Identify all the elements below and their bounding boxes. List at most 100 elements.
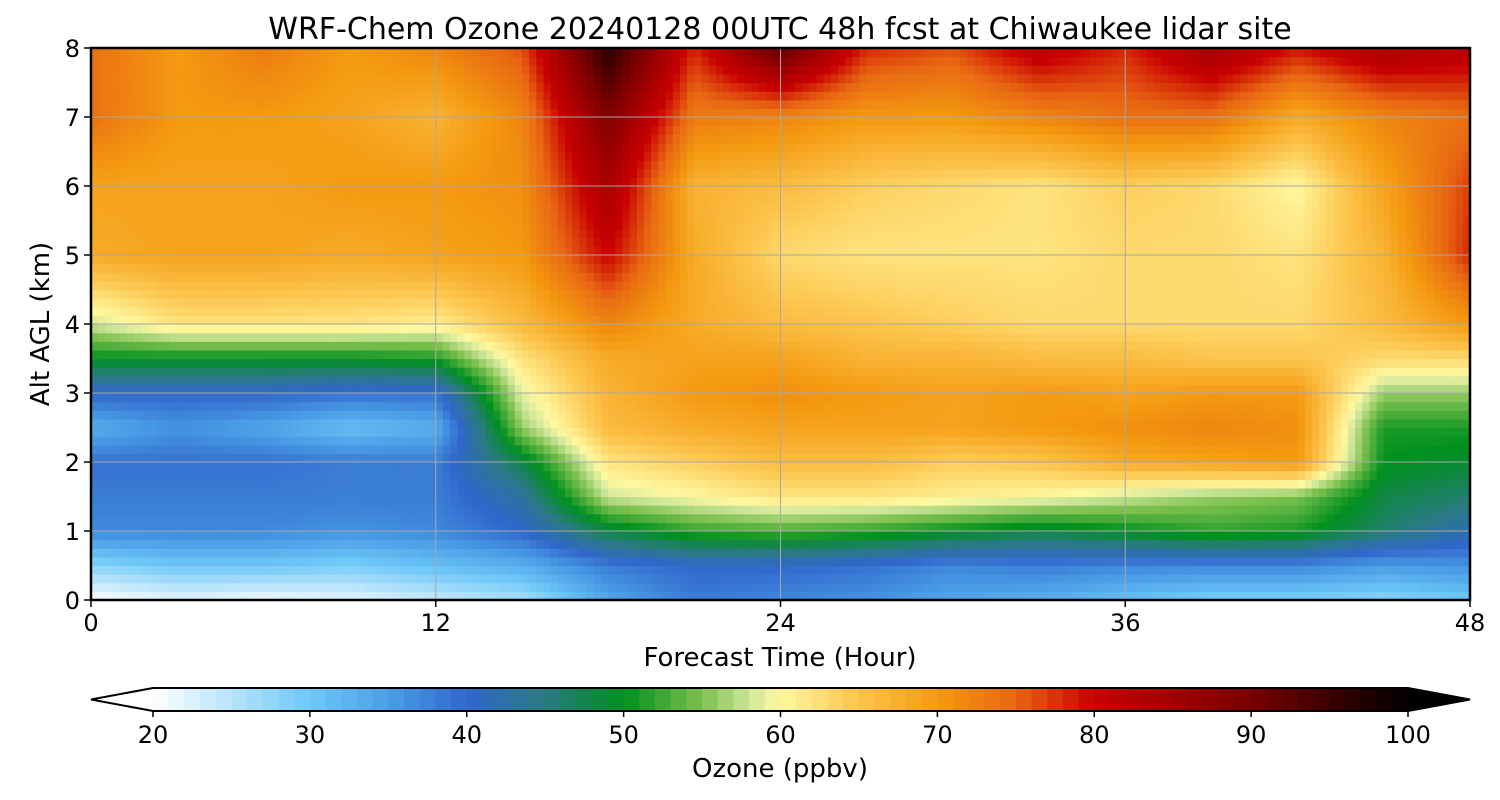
heatmap-cell bbox=[1455, 487, 1464, 498]
heatmap-cell bbox=[543, 539, 552, 549]
heatmap-cell bbox=[543, 418, 552, 429]
heatmap-cell bbox=[1398, 496, 1406, 506]
heatmap-cell bbox=[787, 582, 796, 592]
heatmap-cell bbox=[687, 436, 695, 446]
heatmap-cell bbox=[507, 401, 516, 411]
heatmap-cell bbox=[988, 539, 997, 549]
heatmap-cell bbox=[1276, 556, 1284, 567]
heatmap-cell bbox=[141, 436, 150, 446]
heatmap-cell bbox=[392, 513, 401, 523]
heatmap-cell bbox=[1247, 436, 1256, 446]
heatmap-cell bbox=[91, 418, 99, 429]
heatmap-cell bbox=[924, 505, 932, 515]
heatmap-cell bbox=[342, 436, 351, 446]
heatmap-cell bbox=[292, 375, 300, 385]
heatmap-cell bbox=[292, 436, 300, 446]
heatmap-cell bbox=[730, 565, 738, 575]
heatmap-cell bbox=[1161, 393, 1169, 403]
heatmap-cell bbox=[1153, 384, 1162, 394]
heatmap-cell bbox=[435, 539, 444, 549]
heatmap-cell bbox=[1304, 462, 1313, 472]
heatmap-cell bbox=[385, 513, 394, 523]
heatmap-cell bbox=[909, 462, 918, 472]
heatmap-cell bbox=[1089, 505, 1098, 515]
heatmap-cell bbox=[435, 565, 444, 575]
heatmap-cell bbox=[1383, 479, 1392, 489]
heatmap-cell bbox=[299, 453, 308, 463]
heatmap-cell bbox=[1290, 522, 1299, 532]
heatmap-cell bbox=[665, 522, 674, 532]
heatmap-cell bbox=[292, 462, 300, 472]
heatmap-cell bbox=[665, 496, 674, 506]
heatmap-cell bbox=[486, 418, 494, 429]
heatmap-cell bbox=[292, 539, 300, 549]
heatmap-cell bbox=[1153, 556, 1162, 567]
heatmap-cell bbox=[780, 513, 789, 523]
heatmap-cell bbox=[651, 444, 659, 454]
heatmap-cell bbox=[888, 522, 897, 532]
heatmap-cell bbox=[464, 444, 473, 454]
heatmap-cell bbox=[737, 375, 746, 385]
heatmap-cell bbox=[1240, 574, 1248, 584]
heatmap-cell bbox=[371, 574, 379, 584]
heatmap-cell bbox=[1240, 565, 1248, 575]
heatmap-cell bbox=[852, 522, 861, 532]
heatmap-cell bbox=[960, 574, 968, 584]
heatmap-cell bbox=[866, 505, 875, 515]
heatmap-cell bbox=[565, 496, 573, 506]
heatmap-cell bbox=[952, 444, 961, 454]
heatmap-cell bbox=[256, 393, 264, 403]
heatmap-cell bbox=[1211, 513, 1220, 523]
heatmap-cell bbox=[1118, 496, 1126, 506]
heatmap-cell bbox=[766, 548, 774, 558]
heatmap-cell bbox=[1448, 496, 1457, 506]
heatmap-cell bbox=[292, 513, 300, 523]
heatmap-cell bbox=[1383, 462, 1392, 472]
heatmap-cell bbox=[1276, 418, 1284, 429]
heatmap-cell bbox=[162, 513, 171, 523]
heatmap-cell bbox=[981, 444, 990, 454]
heatmap-cell bbox=[1046, 582, 1055, 592]
heatmap-cell bbox=[916, 427, 925, 437]
heatmap-cell bbox=[773, 418, 782, 429]
heatmap-cell bbox=[378, 582, 387, 592]
heatmap-cell bbox=[1268, 496, 1277, 506]
heatmap-cell bbox=[758, 453, 767, 463]
heatmap-cell bbox=[1225, 522, 1234, 532]
heatmap-cell bbox=[859, 393, 868, 403]
heatmap-cell bbox=[220, 401, 229, 411]
heatmap-cell bbox=[1031, 470, 1040, 480]
heatmap-cell bbox=[952, 401, 961, 411]
heatmap-cell bbox=[916, 556, 925, 567]
heatmap-cell bbox=[730, 522, 738, 532]
heatmap-cell bbox=[881, 462, 889, 472]
heatmap-cell bbox=[694, 375, 703, 385]
heatmap-cell bbox=[557, 556, 566, 567]
heatmap-cell bbox=[98, 556, 106, 567]
heatmap-cell bbox=[694, 496, 703, 506]
heatmap-cell bbox=[1089, 522, 1098, 532]
heatmap-cell bbox=[256, 470, 264, 480]
heatmap-cell bbox=[1204, 513, 1213, 523]
heatmap-cell bbox=[407, 539, 415, 549]
heatmap-cell bbox=[98, 444, 106, 454]
heatmap-cell bbox=[141, 574, 150, 584]
heatmap-cell bbox=[730, 453, 738, 463]
heatmap-cell bbox=[536, 427, 545, 437]
heatmap-cell bbox=[141, 393, 150, 403]
heatmap-cell bbox=[349, 487, 358, 498]
heatmap-cell bbox=[1311, 418, 1320, 429]
heatmap-cell bbox=[1189, 548, 1198, 558]
heatmap-cell bbox=[744, 487, 753, 498]
heatmap-cell bbox=[694, 410, 703, 420]
heatmap-cell bbox=[349, 556, 358, 567]
heatmap-cell bbox=[1017, 444, 1026, 454]
heatmap-cell bbox=[744, 505, 753, 515]
heatmap-cell bbox=[895, 574, 904, 584]
heatmap-cell bbox=[1455, 574, 1464, 584]
heatmap-cell bbox=[751, 487, 760, 498]
heatmap-cell bbox=[1225, 444, 1234, 454]
heatmap-cell bbox=[701, 384, 710, 394]
heatmap-cell bbox=[1110, 539, 1119, 549]
heatmap-cell bbox=[435, 470, 444, 480]
